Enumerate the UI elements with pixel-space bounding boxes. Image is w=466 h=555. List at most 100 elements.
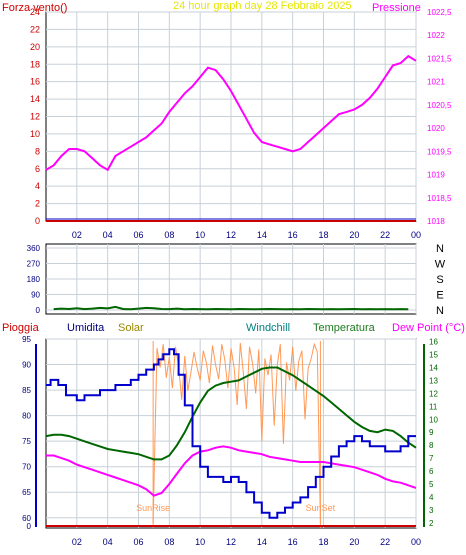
panel3-left-ticks: 060 65 70 75 80 85 90 95	[22, 335, 31, 531]
label-dewpoint: Dew Point (°C)	[392, 322, 465, 334]
panel3-ytick-right-9: 9	[429, 428, 434, 437]
label-solar: Solar	[118, 322, 144, 334]
panel3-series-umidita	[46, 348, 416, 519]
panel1-ytick-left-6: 6	[35, 164, 40, 174]
panel3-ytick-left-60: 60	[22, 514, 31, 523]
panel2-ytick-left-180: 180	[27, 275, 41, 284]
panel1-ytick-right-1018: 1018	[427, 217, 445, 226]
panel1-ytick-right-1022: 1022	[427, 31, 445, 40]
panel1-x-ticks: 02 04 06 08 10 12 14 16 18 20 22 00	[72, 230, 421, 240]
panel1-ytick-right-1022,5: 1022,5	[427, 8, 452, 17]
panel3-right-ticks: 2 3 4 5 6 7 8 9 10 11 12 13 14 15 16	[429, 338, 438, 528]
panel1-xtick-14: 14	[257, 230, 267, 240]
panel3-ytick-left-0: 0	[27, 522, 32, 531]
panel1-xtick-10: 10	[195, 230, 205, 240]
panel3-series-solar	[152, 342, 321, 523]
panel1-xtick-16: 16	[288, 230, 298, 240]
panel3-xtick-20: 20	[349, 537, 359, 547]
panel2-series	[53, 305, 409, 311]
panel1-ytick-left-24: 24	[30, 7, 40, 17]
panel2-ytick-left-360: 360	[27, 244, 41, 253]
panel1-xtick-20: 20	[349, 230, 359, 240]
panel3-ytick-right-13: 13	[429, 376, 438, 385]
panel3-ytick-left-95: 95	[22, 335, 31, 344]
panel1-ytick-right-1019,5: 1019,5	[427, 147, 452, 156]
panel3-series	[45, 342, 417, 527]
panel3-ytick-right-5: 5	[429, 480, 434, 489]
panel1-ytick-right-1021: 1021	[427, 78, 445, 87]
panel3-ytick-right-4: 4	[429, 493, 434, 502]
panel1-ytick-right-1018,5: 1018,5	[427, 194, 452, 203]
left-label: Forza vento()	[2, 2, 67, 14]
panel1-xtick-02: 02	[72, 230, 82, 240]
panel1-series-pressione	[45, 54, 417, 172]
panel2-ytick-right-1: E	[436, 290, 443, 302]
panel3-xtick-22: 22	[380, 537, 390, 547]
panel1-ytick-left-4: 4	[35, 181, 40, 191]
panel1-ytick-right-1019: 1019	[427, 171, 445, 180]
panel3-xtick-08: 08	[164, 537, 174, 547]
panel3-ytick-left-80: 80	[22, 412, 31, 421]
panel3-ytick-left-65: 65	[22, 488, 31, 497]
panel3-ytick-right-3: 3	[429, 506, 434, 515]
panel3-xtick-00: 00	[411, 537, 421, 547]
chart-title: 24 hour graph day 28 Febbraio 2025	[173, 0, 352, 12]
panel1-xtick-04: 04	[103, 230, 113, 240]
panel1-ytick-right-1020: 1020	[427, 124, 445, 133]
panel3-ytick-right-6: 6	[429, 467, 434, 476]
panel3-xtick-02: 02	[72, 537, 82, 547]
panel1-grid	[46, 11, 417, 222]
panel3-ytick-right-11: 11	[429, 402, 438, 411]
panel1-xtick-22: 22	[380, 230, 390, 240]
panel2-series-wind-direction	[53, 305, 409, 311]
panel3-ytick-right-2: 2	[429, 519, 434, 528]
panel3-ytick-right-8: 8	[429, 441, 434, 450]
panel3-xtick-04: 04	[103, 537, 113, 547]
panel1-series	[45, 54, 417, 222]
panel1-right-ticks: 1018 1018,5 1019 1019,5 1020 1020,5 1021 1021,5…	[427, 8, 452, 226]
panel3-ytick-left-75: 75	[22, 437, 31, 446]
panel1-ytick-left-8: 8	[35, 146, 40, 156]
panel3-x-ticks: 02 04 06 08 10 12 14 16 18 20 22 00	[72, 537, 421, 547]
label-temperatura: Temperatura	[313, 322, 376, 334]
panel3-series-temperatura	[45, 366, 417, 461]
panel3-ytick-left-70: 70	[22, 463, 31, 472]
panel3-ytick-left-90: 90	[22, 361, 31, 370]
panel1-ytick-right-1021,5: 1021,5	[427, 54, 452, 63]
panel3-sunset-label: SunSet	[306, 503, 336, 513]
panel1-ytick-left-12: 12	[30, 112, 40, 122]
panel1-xtick-06: 06	[133, 230, 143, 240]
panel2-ytick-left-270: 270	[27, 260, 41, 269]
panel1-ytick-left-0: 0	[35, 216, 40, 226]
panel3-ytick-right-10: 10	[429, 415, 438, 424]
panel3-xtick-06: 06	[133, 537, 143, 547]
panel3-ytick-right-12: 12	[429, 389, 438, 398]
panel3-series-dew-point	[46, 445, 417, 497]
panel1-ytick-left-22: 22	[30, 24, 40, 34]
label-umidita: Umidita	[67, 322, 105, 334]
panel2-ytick-right-2: S	[436, 274, 443, 286]
panel2-ytick-left-90: 90	[31, 291, 40, 300]
panel2-ytick-right-0: N	[436, 305, 444, 317]
panel3-ytick-right-14: 14	[429, 363, 438, 372]
panel3-ytick-left-85: 85	[22, 386, 31, 395]
panel1-ytick-left-20: 20	[30, 42, 40, 52]
panel2-left-ticks: 0 90 180 270 360	[27, 244, 41, 315]
right-label: Pressione	[372, 2, 421, 14]
panel1-xtick-18: 18	[318, 230, 328, 240]
panel2-ytick-right-3: W	[435, 259, 446, 271]
panel1-ytick-left-16: 16	[30, 77, 40, 87]
panel3-ytick-right-16: 16	[429, 338, 438, 347]
panel3-xtick-16: 16	[288, 537, 298, 547]
panel3-xtick-18: 18	[318, 537, 328, 547]
panel1-xtick-12: 12	[226, 230, 236, 240]
panel2-ytick-left-0: 0	[36, 306, 41, 315]
panel3-xtick-10: 10	[195, 537, 205, 547]
panel1-ytick-left-14: 14	[30, 94, 40, 104]
panel3-xtick-12: 12	[226, 537, 236, 547]
panel1-ytick-left-2: 2	[35, 199, 40, 209]
panel2-ytick-right-4: N	[436, 243, 444, 255]
